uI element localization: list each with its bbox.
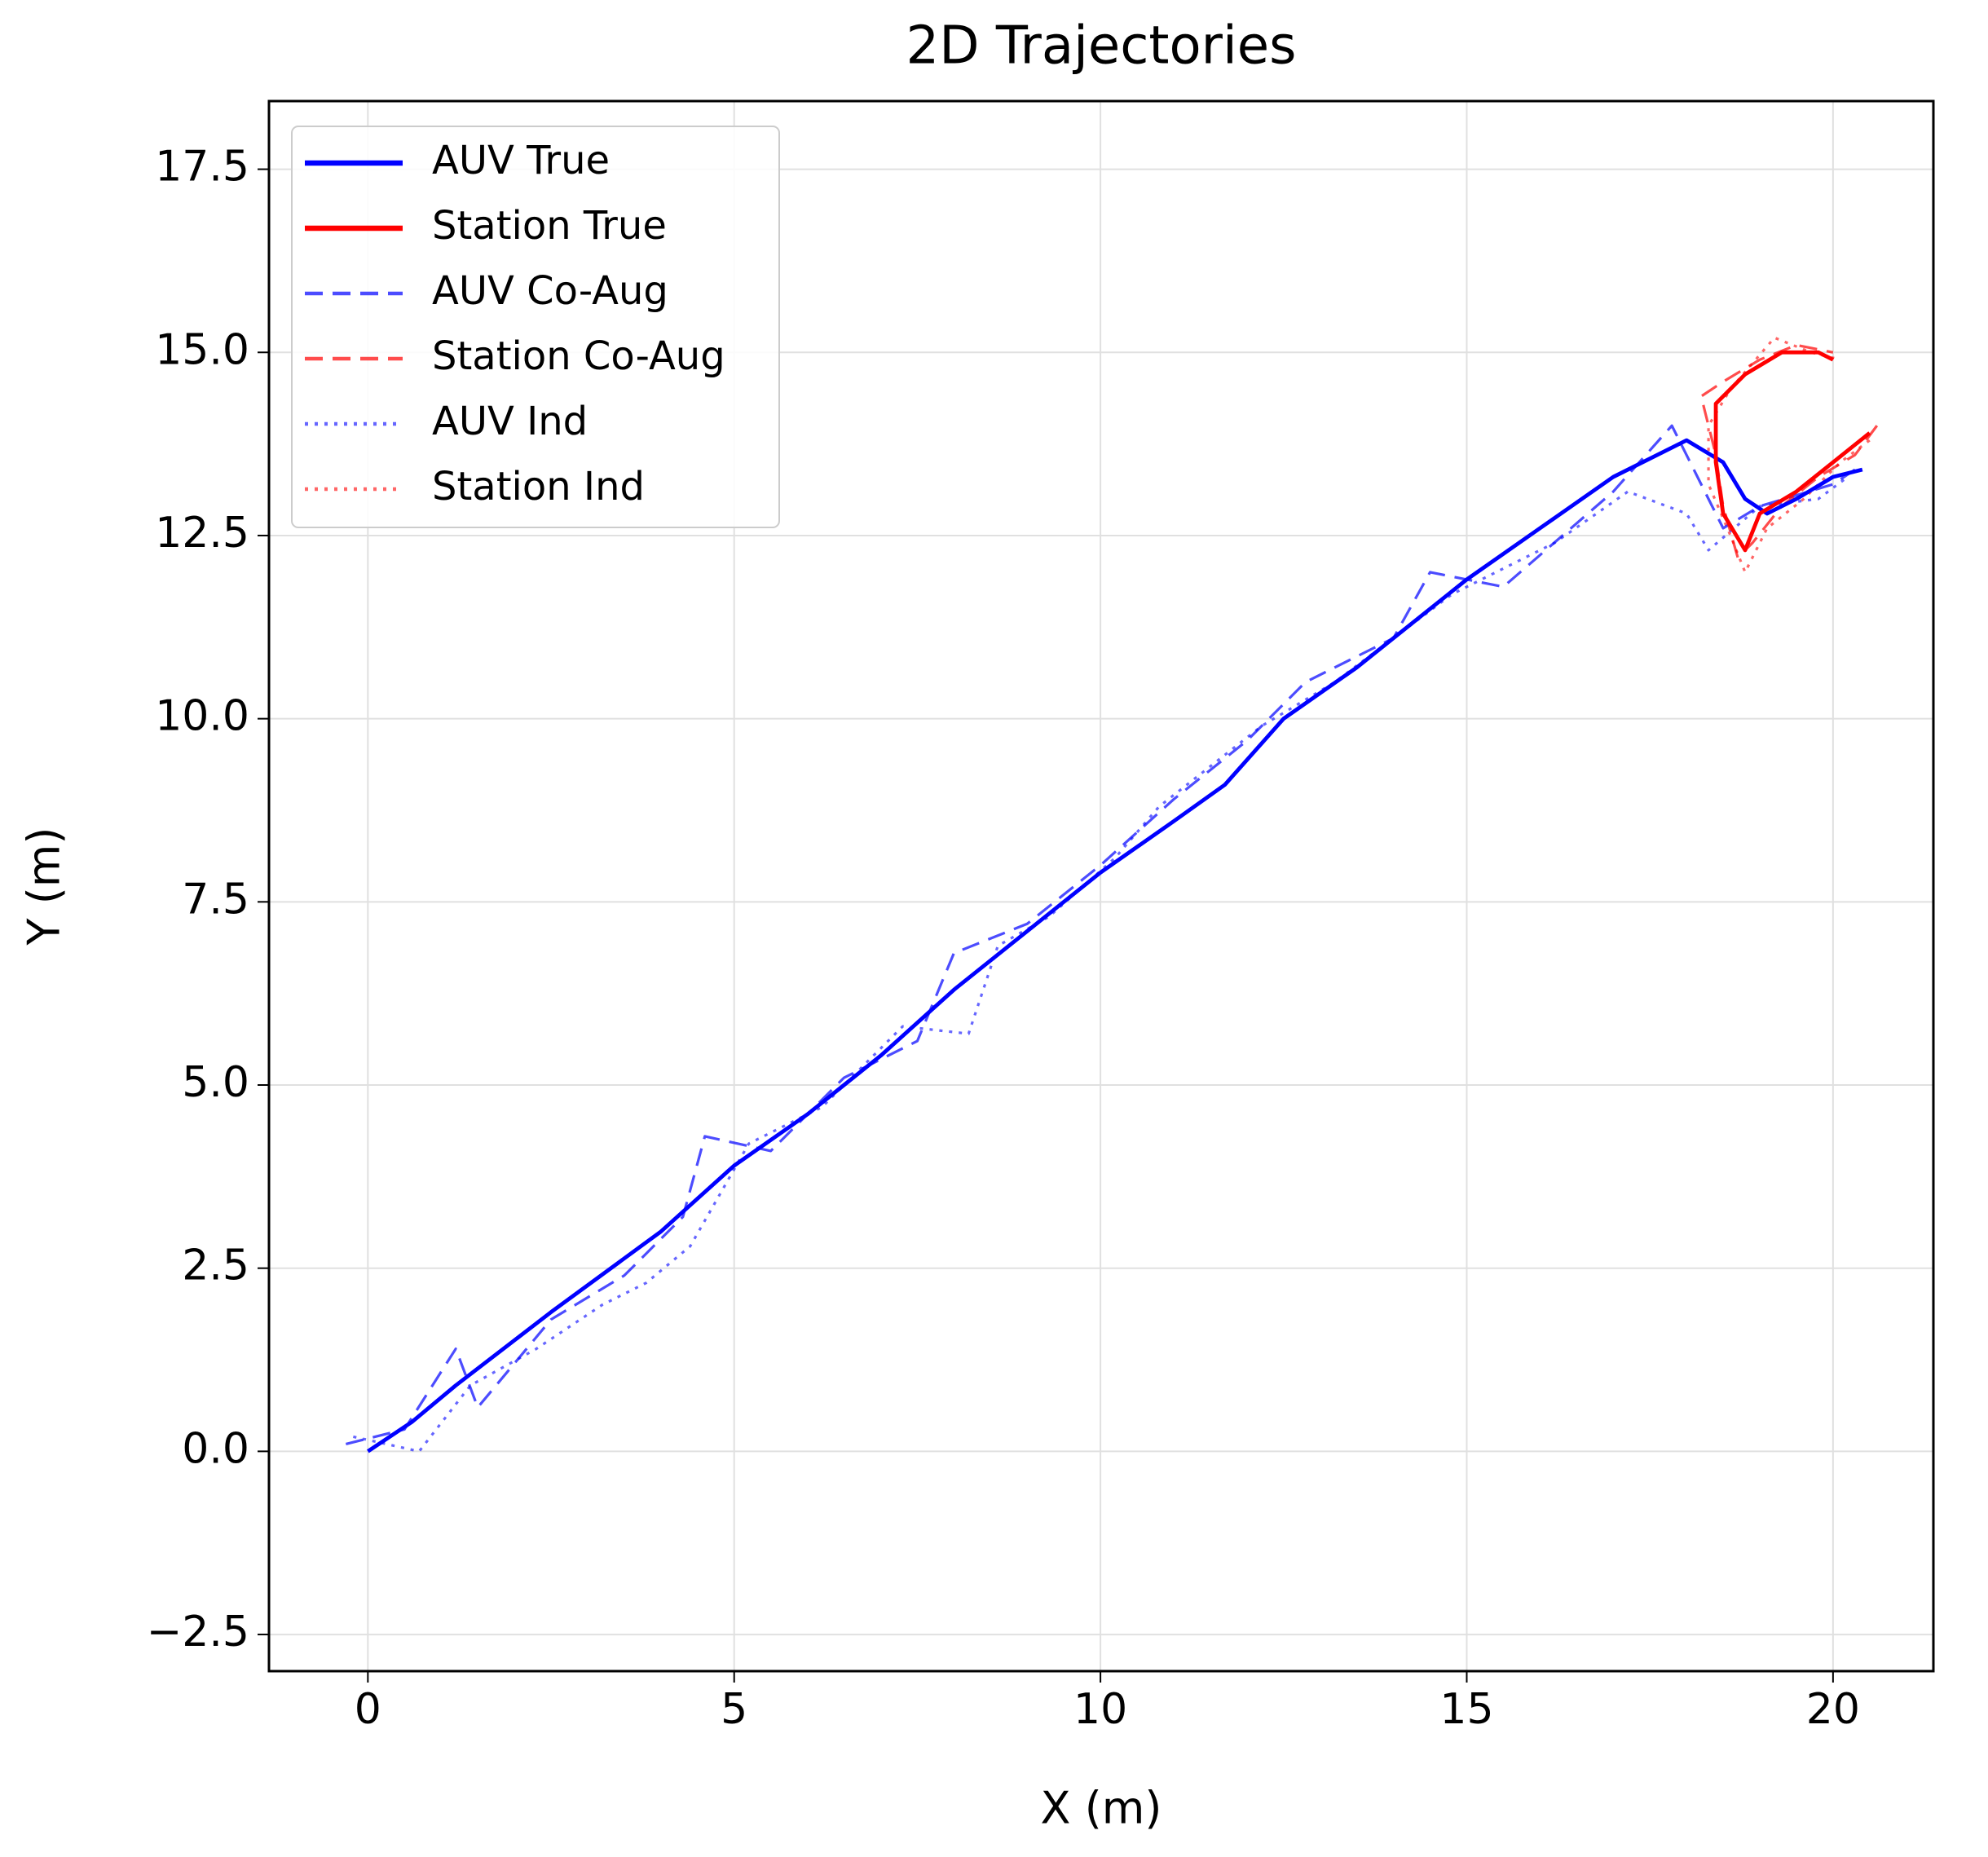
x-tick-label: 0 xyxy=(355,1685,381,1734)
y-tick-label: 0.0 xyxy=(182,1424,249,1473)
y-tick-label: 10.0 xyxy=(155,692,249,741)
trajectory-line xyxy=(367,438,1863,1453)
y-tick-label: 15.0 xyxy=(155,325,249,374)
y-axis-label: Y (m) xyxy=(19,827,70,946)
y-tick-label: 17.5 xyxy=(155,143,249,192)
trajectory-line xyxy=(1707,336,1871,574)
legend-label: Station Co-Aug xyxy=(432,333,725,379)
y-tick-label: 7.5 xyxy=(182,875,249,924)
y-tick-label: 2.5 xyxy=(182,1242,249,1290)
x-tick-label: 15 xyxy=(1439,1685,1493,1734)
legend-label: AUV Ind xyxy=(432,399,588,444)
x-tick-label: 5 xyxy=(721,1685,747,1734)
trajectory-line xyxy=(353,475,1849,1453)
legend-box xyxy=(291,126,780,528)
legend-label: AUV True xyxy=(432,138,610,183)
trajectory-line xyxy=(1699,343,1879,559)
y-tick-label: 12.5 xyxy=(155,509,249,558)
x-axis-label: X (m) xyxy=(1041,1783,1162,1834)
trajectory-line xyxy=(345,424,1856,1445)
x-tick-label: 20 xyxy=(1806,1685,1860,1734)
x-tick-label: 10 xyxy=(1073,1685,1127,1734)
y-tick-label: −2.5 xyxy=(147,1608,249,1656)
legend-label: Station Ind xyxy=(432,464,645,509)
plot-frame xyxy=(267,99,1935,1673)
legend-label: AUV Co-Aug xyxy=(432,268,668,314)
trajectory-line xyxy=(1713,350,1871,553)
y-tick-label: 5.0 xyxy=(182,1058,249,1107)
chart-title: 2D Trajectories xyxy=(906,16,1297,77)
legend-label: Station True xyxy=(432,203,667,249)
